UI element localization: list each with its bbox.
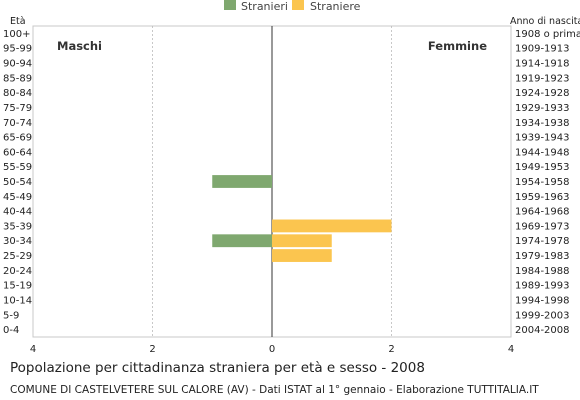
x-tick-label: 2 [149, 344, 155, 355]
age-tick-label: 5-9 [3, 310, 19, 321]
birth-year-tick-label: 1984-1988 [515, 266, 570, 277]
legend-label-straniere: Straniere [310, 0, 361, 13]
birth-year-tick-label: 1969-1973 [515, 221, 570, 232]
age-tick-label: 35-39 [3, 221, 32, 232]
birth-year-tick-label: 1924-1928 [515, 88, 570, 99]
age-tick-label: 25-29 [3, 251, 32, 262]
bar-straniere-30-34 [272, 234, 332, 248]
legend: Stranieri Straniere [224, 0, 361, 13]
birth-year-tick-label: 1919-1923 [515, 73, 570, 84]
age-tick-label: 100+ [3, 29, 30, 40]
age-tick-label: 45-49 [3, 192, 32, 203]
birth-year-tick-label: 1914-1918 [515, 59, 570, 70]
birth-year-tick-label: 1934-1938 [515, 118, 570, 129]
birth-year-tick-label: 1944-1948 [515, 147, 570, 158]
age-tick-label: 65-69 [3, 133, 32, 144]
age-axis-header: Età [10, 16, 26, 27]
age-tick-label: 20-24 [3, 266, 32, 277]
age-tick-label: 0-4 [3, 325, 19, 336]
x-tick-label: 4 [30, 344, 36, 355]
age-tick-label: 55-59 [3, 162, 32, 173]
birth-year-tick-label: 1999-2003 [515, 310, 570, 321]
birth-year-tick-label: 2004-2008 [515, 325, 570, 336]
age-tick-label: 75-79 [3, 103, 32, 114]
x-tick-label: 4 [508, 344, 514, 355]
females-side-label: Femmine [428, 39, 487, 53]
birth-year-tick-label: 1949-1953 [515, 162, 570, 173]
birth-year-tick-label: 1989-1993 [515, 281, 570, 292]
birth-year-tick-label: 1908 o prima [515, 29, 580, 40]
age-tick-label: 15-19 [3, 281, 32, 292]
bar-straniere-25-29 [272, 249, 332, 262]
legend-swatch-stranieri [224, 0, 236, 10]
bar-straniere-35-39 [272, 219, 392, 233]
age-tick-label: 50-54 [3, 177, 32, 188]
birth-year-axis-header: Anno di nascita [510, 16, 580, 27]
age-tick-label: 70-74 [3, 118, 32, 129]
age-tick-label: 85-89 [3, 73, 32, 84]
birth-year-tick-label: 1979-1983 [515, 251, 570, 262]
bar-stranieri-30-34 [212, 234, 272, 248]
chart-title: Popolazione per cittadinanza straniera p… [10, 360, 425, 376]
x-tick-label: 2 [388, 344, 394, 355]
age-tick-label: 40-44 [3, 207, 32, 218]
population-pyramid-chart: Stranieri Straniere Età Anno di nascita … [3, 0, 580, 355]
birth-year-tick-label: 1909-1913 [515, 44, 570, 55]
males-side-label: Maschi [57, 39, 102, 53]
age-tick-label: 90-94 [3, 59, 32, 70]
x-tick-label: 0 [269, 344, 275, 355]
age-tick-label: 60-64 [3, 147, 32, 158]
age-tick-label: 10-14 [3, 295, 32, 306]
birth-year-tick-label: 1929-1933 [515, 103, 570, 114]
legend-label-stranieri: Stranieri [241, 0, 288, 13]
age-tick-label: 80-84 [3, 88, 32, 99]
birth-year-tick-label: 1939-1943 [515, 133, 570, 144]
birth-year-tick-label: 1994-1998 [515, 295, 570, 306]
birth-year-tick-label: 1959-1963 [515, 192, 570, 203]
age-tick-label: 30-34 [3, 236, 32, 247]
birth-year-tick-label: 1954-1958 [515, 177, 570, 188]
birth-year-tick-label: 1974-1978 [515, 236, 570, 247]
bar-stranieri-50-54 [212, 175, 272, 188]
chart-subtitle: COMUNE DI CASTELVETERE SUL CALORE (AV) -… [10, 384, 539, 396]
legend-swatch-straniere [292, 0, 304, 10]
age-tick-label: 95-99 [3, 44, 32, 55]
birth-year-tick-label: 1964-1968 [515, 207, 570, 218]
